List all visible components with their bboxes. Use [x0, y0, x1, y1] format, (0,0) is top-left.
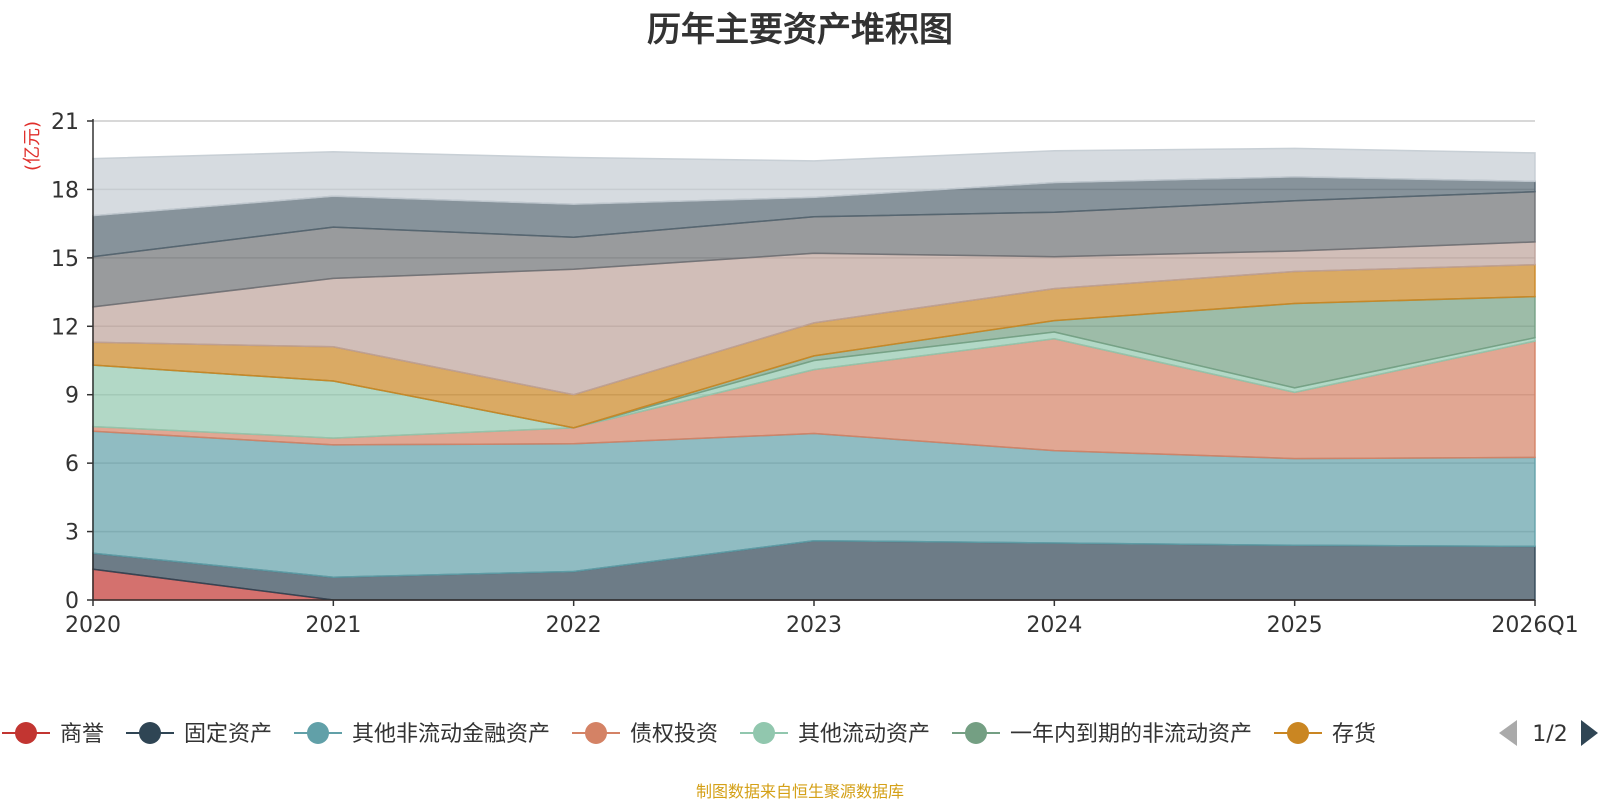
- x-tick-label: 2025: [1267, 613, 1323, 638]
- legend-marker: [965, 722, 987, 744]
- legend-label: 存货: [1332, 722, 1376, 747]
- legend[interactable]: 商誉 固定资产 其他非流动金融资产 债权投资 其他流动资产 一年内到期的非流动资产 存货: [2, 722, 1376, 747]
- x-tick-label: 2022: [546, 613, 602, 638]
- x-tick-label: 2026Q1: [1491, 613, 1578, 638]
- legend-marker: [1287, 722, 1309, 744]
- area-系列11: [92, 147, 1536, 217]
- y-tick-label: 6: [65, 452, 79, 477]
- data-source-footer: 制图数据来自恒生聚源数据库: [695, 782, 904, 801]
- legend-marker: [585, 722, 607, 744]
- legend-marker: [139, 722, 161, 744]
- x-tick-label: 2024: [1026, 613, 1082, 638]
- legend-label: 固定资产: [184, 722, 272, 747]
- y-tick-label: 9: [65, 384, 79, 409]
- legend-item-商誉[interactable]: 商誉: [2, 722, 104, 747]
- axes: 0 3 6 9 12 15 18 21 2020 2021 2022 2023 2024 2025 2026…: [51, 110, 1579, 638]
- y-tick-label: 21: [51, 110, 79, 135]
- stacked-areas: [92, 147, 1536, 601]
- legend-item-存货[interactable]: 存货: [1274, 722, 1376, 747]
- y-tick-label: 0: [65, 589, 79, 614]
- legend-next-icon[interactable]: [1581, 720, 1598, 746]
- legend-item-其他流动资产[interactable]: 其他流动资产: [740, 722, 930, 747]
- legend-page-indicator: 1/2: [1532, 722, 1567, 747]
- legend-label: 其他流动资产: [798, 722, 930, 747]
- y-tick-label: 3: [65, 521, 79, 546]
- legend-item-固定资产[interactable]: 固定资产: [126, 722, 272, 747]
- legend-label: 债权投资: [630, 722, 718, 747]
- x-tick-label: 2023: [786, 613, 842, 638]
- x-tick-label: 2021: [305, 613, 361, 638]
- legend-marker: [753, 722, 775, 744]
- legend-item-一年内到期的非流动资产[interactable]: 一年内到期的非流动资产: [952, 722, 1252, 747]
- legend-label: 一年内到期的非流动资产: [1010, 722, 1252, 747]
- y-tick-label: 12: [51, 315, 79, 340]
- x-tick-label: 2020: [65, 613, 121, 638]
- y-tick-label: 18: [51, 178, 79, 203]
- chart-title: 历年主要资产堆积图: [647, 10, 953, 50]
- legend-pager[interactable]: 1/2: [1499, 720, 1598, 747]
- legend-marker: [307, 722, 329, 744]
- y-axis-unit-label: (亿元): [22, 121, 43, 171]
- legend-prev-icon[interactable]: [1499, 720, 1517, 746]
- legend-label: 其他非流动金融资产: [352, 722, 550, 747]
- legend-item-债权投资[interactable]: 债权投资: [572, 722, 718, 747]
- y-tick-label: 15: [51, 247, 79, 272]
- legend-marker: [15, 722, 37, 744]
- legend-label: 商誉: [60, 722, 104, 747]
- legend-item-其他非流动金融资产[interactable]: 其他非流动金融资产: [294, 722, 550, 747]
